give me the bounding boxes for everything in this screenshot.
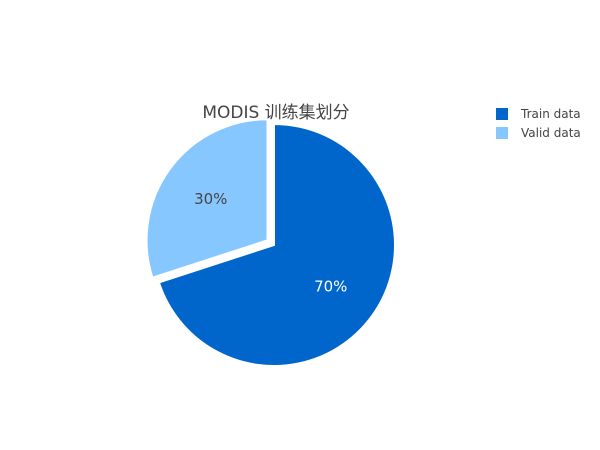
pie-slice-valid-data[interactable]: [145, 118, 269, 279]
legend-item-valid[interactable]: Valid data: [496, 126, 581, 140]
legend-label-train: Train data: [520, 107, 581, 121]
pie-slice-labels: 70% 30%: [194, 190, 347, 295]
legend-item-train[interactable]: Train data: [496, 107, 581, 121]
pie-slice-label-train-data: 70%: [314, 277, 347, 295]
chart-title: MODIS 训练集划分: [202, 103, 349, 123]
pie-slices: [145, 118, 396, 367]
pie-slice-train-data[interactable]: [157, 122, 396, 367]
pie-slice-label-valid-data: 30%: [194, 190, 227, 208]
legend-swatch-valid: [496, 127, 508, 139]
legend-swatch-train: [496, 108, 508, 120]
legend-label-valid: Valid data: [521, 126, 581, 140]
legend: Train data Valid data: [496, 107, 581, 140]
